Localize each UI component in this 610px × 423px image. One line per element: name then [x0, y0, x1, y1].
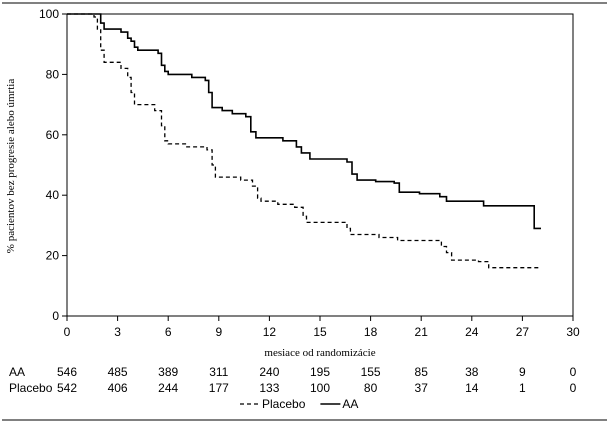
risk-cell: 177 — [209, 381, 229, 395]
y-axis: 0 20 40 60 80 100 — [39, 7, 67, 323]
risk-cell: 0 — [570, 365, 577, 379]
x-tick-label: 18 — [364, 325, 378, 339]
risk-cell: 37 — [415, 381, 429, 395]
risk-cell: 542 — [57, 381, 77, 395]
y-axis-label: % pacientov bez progresie alebo úmrtia — [5, 79, 17, 254]
y-tick-label: 100 — [39, 7, 59, 21]
y-tick-label: 40 — [46, 188, 60, 202]
risk-cell: 311 — [209, 365, 228, 379]
risk-cell: 155 — [361, 365, 381, 379]
legend-label-aa: AA — [342, 397, 358, 411]
x-tick-label: 24 — [465, 325, 479, 339]
y-tick-label: 20 — [46, 249, 60, 263]
x-tick-label: 9 — [215, 325, 222, 339]
y-tick-label: 0 — [52, 309, 59, 323]
risk-cell: 133 — [259, 381, 279, 395]
series-line-placebo — [67, 13, 541, 269]
x-axis-label: mesiace od randomizácie — [264, 347, 375, 359]
series-lines — [67, 13, 541, 269]
risk-cell: 85 — [415, 365, 429, 379]
x-tick-label: 30 — [566, 325, 580, 339]
risk-cell: 195 — [310, 365, 330, 379]
risk-cell: 9 — [519, 365, 526, 379]
risk-cell: 406 — [108, 381, 128, 395]
risk-row-label: Placebo — [9, 381, 53, 395]
x-tick-label: 27 — [516, 325, 530, 339]
risk-row-label: AA — [9, 365, 25, 379]
risk-cell: 244 — [158, 381, 178, 395]
x-tick-label: 21 — [415, 325, 429, 339]
risk-cell: 0 — [570, 381, 577, 395]
series-line-aa — [67, 13, 541, 230]
x-tick-label: 3 — [114, 325, 121, 339]
risk-cell: 1 — [519, 381, 526, 395]
x-tick-label: 6 — [165, 325, 172, 339]
risk-cell: 38 — [465, 365, 479, 379]
risk-cell: 546 — [57, 365, 77, 379]
x-tick-label: 12 — [263, 325, 277, 339]
plot-area — [66, 13, 574, 317]
risk-cell: 485 — [108, 365, 128, 379]
risk-cell: 14 — [465, 381, 479, 395]
x-axis: 0 3 6 9 12 15 18 21 24 27 30 — [64, 316, 580, 339]
risk-cell: 240 — [259, 365, 279, 379]
legend-label-placebo: Placebo — [262, 397, 306, 411]
risk-cell: 100 — [310, 381, 330, 395]
risk-cell: 389 — [158, 365, 178, 379]
legend: Placebo AA — [240, 397, 358, 411]
y-tick-label: 80 — [46, 67, 60, 81]
y-tick-label: 60 — [46, 128, 60, 142]
x-tick-label: 15 — [313, 325, 327, 339]
risk-cell: 80 — [364, 381, 378, 395]
x-tick-label: 0 — [64, 325, 71, 339]
